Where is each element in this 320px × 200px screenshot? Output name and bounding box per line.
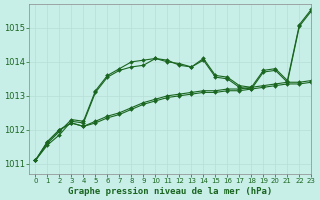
- X-axis label: Graphe pression niveau de la mer (hPa): Graphe pression niveau de la mer (hPa): [68, 187, 273, 196]
